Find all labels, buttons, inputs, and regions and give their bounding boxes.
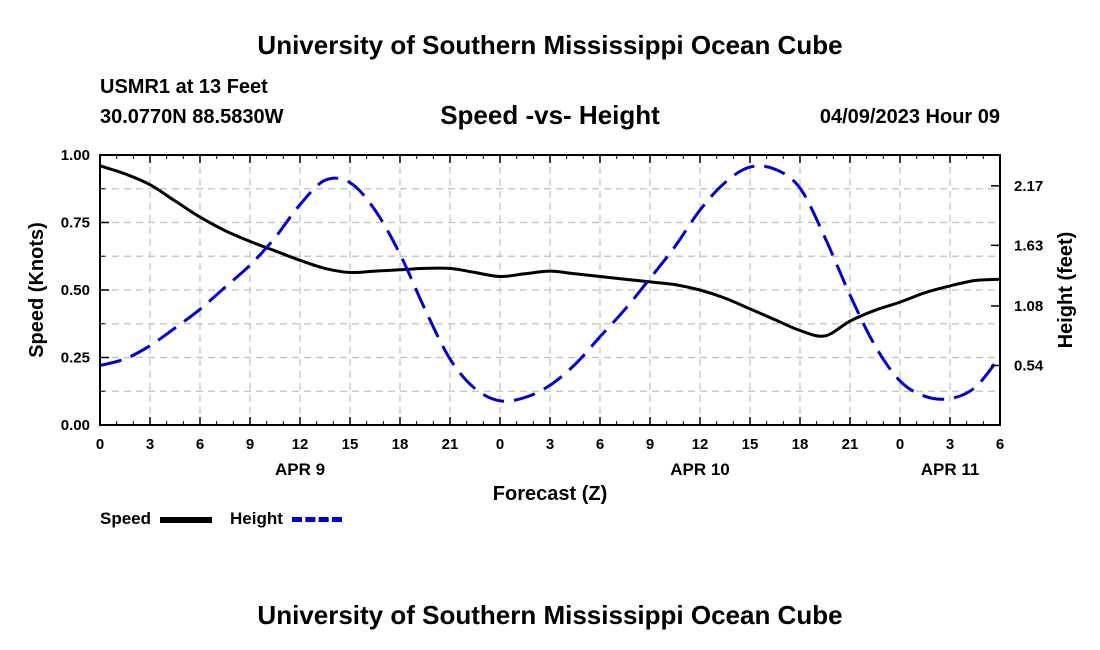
x-tick-label: 3 — [546, 436, 554, 453]
y-right-tick-label: 1.63 — [1014, 237, 1043, 254]
legend-speed-label: Speed — [100, 509, 152, 528]
x-tick-label: 6 — [596, 436, 604, 453]
date-label: APR 10 — [670, 460, 730, 479]
y-left-tick-label: 0.50 — [61, 282, 90, 299]
x-tick-label: 18 — [792, 436, 809, 453]
date-label: APR 11 — [921, 460, 980, 479]
y-left-tick-label: 0.25 — [61, 350, 90, 367]
x-tick-label: 0 — [496, 436, 504, 453]
chart-title: Speed -vs- Height — [440, 100, 660, 130]
y-axis-right-label: Height (feet) — [1055, 232, 1077, 349]
forecast-datetime: 04/09/2023 Hour 09 — [819, 106, 1000, 128]
y-right-tick-label: 2.17 — [1014, 178, 1043, 195]
x-tick-label: 12 — [292, 436, 309, 453]
footer-title: University of Southern Mississippi Ocean… — [257, 600, 843, 630]
x-tick-label: 0 — [896, 436, 904, 453]
legend-height-label: Height — [230, 509, 283, 528]
series-height-line — [99, 164, 1002, 403]
x-tick-label: 9 — [246, 436, 254, 453]
legend-speed-swatch — [160, 517, 212, 523]
y-left-tick-label: 0.75 — [61, 215, 90, 232]
main-title: University of Southern Mississippi Ocean… — [257, 30, 843, 60]
x-tick-label: 6 — [996, 436, 1004, 453]
y-left-tick-label: 1.00 — [61, 147, 90, 164]
grid — [100, 155, 1000, 425]
x-tick-label: 15 — [342, 436, 359, 453]
date-label: APR 9 — [275, 460, 325, 479]
y-axis-left-label: Speed (Knots) — [26, 222, 48, 358]
x-tick-label: 12 — [692, 436, 709, 453]
y-right-tick-label: 1.08 — [1014, 298, 1043, 315]
legend-height-swatch — [292, 517, 342, 522]
series-layer — [99, 164, 1002, 403]
y-left-tick-label: 0.00 — [61, 417, 90, 434]
x-tick-label: 21 — [442, 436, 459, 453]
x-tick-label: 3 — [946, 436, 954, 453]
x-tick-label: 18 — [392, 436, 409, 453]
x-tick-label: 3 — [146, 436, 154, 453]
x-tick-label: 0 — [96, 436, 104, 453]
station-label: USMR1 at 13 Feet — [100, 76, 268, 98]
x-tick-label: 9 — [646, 436, 654, 453]
y-right-tick-label: 0.54 — [1014, 357, 1044, 374]
x-tick-label: 6 — [196, 436, 204, 453]
x-axis-label: Forecast (Z) — [493, 483, 607, 505]
x-tick-label: 21 — [842, 436, 859, 453]
x-tick-label: 15 — [742, 436, 759, 453]
series-speed-line — [99, 164, 1001, 338]
axes: 0 3 6 9 12 15 18 21 0 3 6 9 12 15 18 21 0 3 6 APR 9 APR 10 AP… — [61, 147, 1044, 479]
station-coordinates: 30.0770N 88.5830W — [100, 106, 284, 128]
